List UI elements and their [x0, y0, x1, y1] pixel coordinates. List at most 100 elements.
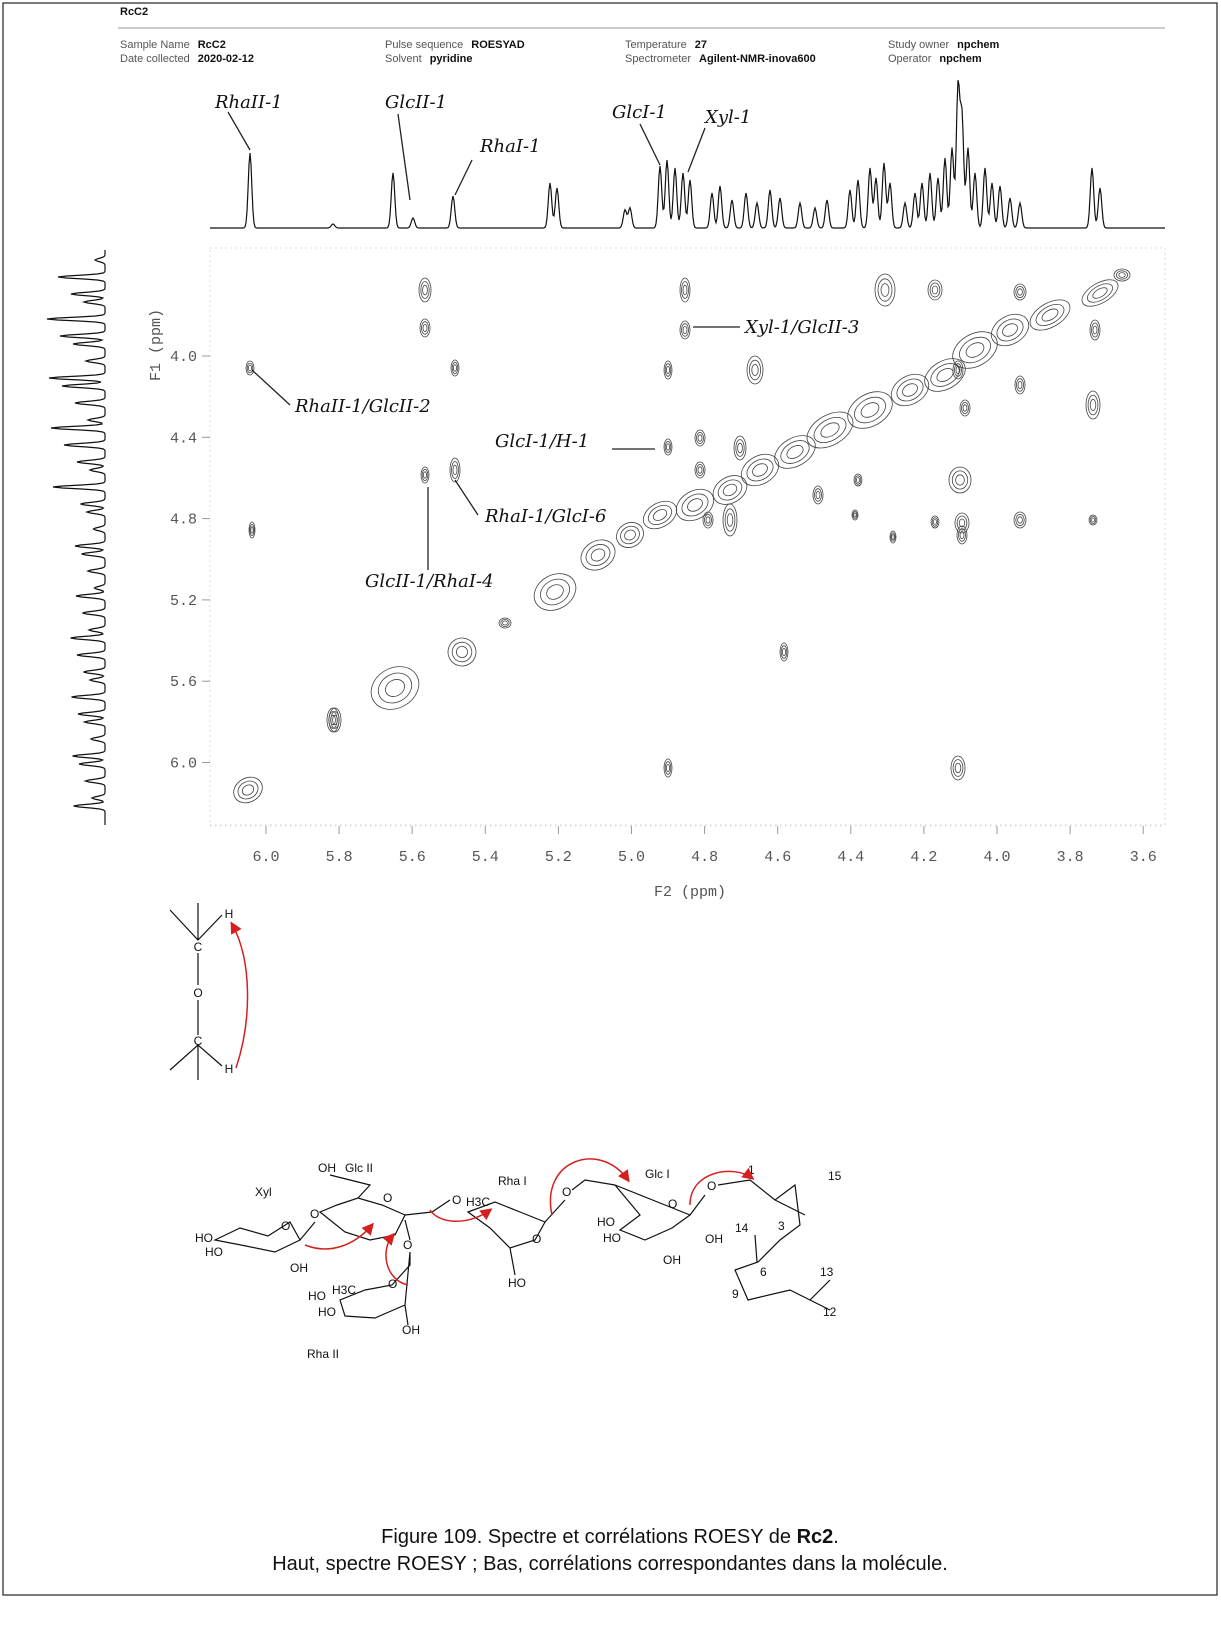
contour — [733, 435, 747, 461]
contour — [954, 512, 970, 534]
contour — [774, 435, 816, 469]
peak-label: GlcI-1 — [612, 102, 667, 123]
atom-label: HO — [508, 1276, 526, 1290]
atom-label: O — [562, 1185, 571, 1199]
residue-label: Glc I — [645, 1167, 670, 1181]
contour — [420, 466, 430, 484]
contour — [370, 666, 420, 710]
contour — [955, 365, 961, 374]
contour — [248, 521, 256, 539]
contour — [456, 646, 469, 659]
contour — [666, 365, 671, 374]
contour — [874, 273, 896, 307]
contour — [890, 373, 930, 407]
contour — [620, 525, 640, 545]
header-title: RcC2 — [120, 6, 148, 18]
cross-peak-label: Xyl-1/GlcII-3 — [743, 317, 859, 338]
contour — [679, 320, 691, 340]
contour — [746, 355, 764, 385]
contour — [930, 363, 960, 387]
x-axis-label: F2 (ppm) — [654, 884, 726, 901]
contour — [1086, 283, 1114, 303]
contour — [241, 784, 255, 796]
contour — [682, 284, 688, 296]
contour — [948, 466, 972, 494]
contour — [952, 360, 964, 380]
contour — [958, 518, 966, 528]
contour — [533, 573, 577, 611]
contour — [664, 363, 672, 377]
contour — [847, 391, 893, 429]
contour — [951, 470, 969, 490]
contour — [1088, 514, 1098, 526]
contour — [247, 364, 252, 372]
contour — [954, 762, 962, 774]
field-value: RcC2 — [198, 39, 226, 51]
contour — [782, 648, 787, 657]
contour — [666, 764, 671, 773]
x-tick-label: 5.6 — [399, 849, 426, 866]
atom-label: HO — [195, 1231, 213, 1245]
contour — [853, 512, 857, 518]
contour — [664, 761, 672, 775]
contour — [954, 363, 962, 377]
contour — [1116, 270, 1129, 280]
atom-label: OH — [290, 1261, 308, 1275]
leader-line — [454, 159, 473, 196]
cross-peak-label: GlcI-1/H-1 — [495, 431, 589, 452]
header-fields: Sample Name RcC2 Date collected 2020-02-12 P… — [120, 39, 1000, 65]
field-label: Spectrometer — [625, 53, 691, 65]
contour — [722, 483, 738, 497]
contour — [697, 466, 703, 474]
x-tick-label: 4.4 — [837, 849, 864, 866]
left-trace — [46, 250, 106, 825]
contour — [1091, 517, 1096, 523]
contour — [749, 359, 762, 381]
contour — [694, 461, 706, 479]
caption-text: . — [833, 1526, 839, 1548]
contour — [860, 402, 880, 418]
contour — [722, 503, 738, 537]
contour — [447, 637, 477, 667]
contour — [780, 645, 788, 659]
cross-peak-label: RhaI-1/GlcI-6 — [484, 506, 606, 527]
caption-line: Figure 109. Spectre et corrélations ROES… — [381, 1526, 839, 1548]
header-field: Temperature 27 — [625, 39, 707, 51]
contour — [877, 278, 893, 302]
atom-label: O — [193, 986, 202, 1000]
contour — [663, 360, 673, 380]
contour — [929, 282, 941, 298]
contour — [1015, 514, 1025, 527]
contour — [580, 539, 616, 571]
contour — [249, 524, 255, 537]
contour — [419, 318, 431, 338]
y-axis-label: F1 (ppm) — [148, 309, 165, 381]
contour — [751, 363, 759, 376]
contour — [933, 519, 938, 525]
contour — [1035, 304, 1065, 326]
contour — [590, 548, 606, 562]
cross-peak-label: GlcII-1/RhaI-4 — [365, 571, 494, 592]
atom-label: 14 — [735, 1221, 749, 1235]
contour — [958, 528, 966, 542]
contour — [422, 471, 427, 479]
contour — [418, 277, 432, 303]
atom-label: HO — [205, 1245, 223, 1259]
y-tick-label: 4.8 — [170, 512, 197, 529]
contour — [959, 336, 991, 364]
contour — [956, 515, 968, 531]
leader-line — [397, 113, 411, 201]
contour — [813, 416, 847, 444]
atom-label: HO — [597, 1215, 615, 1229]
y-tick-label: 4.4 — [170, 430, 197, 447]
atom-label: H — [225, 907, 234, 921]
contour — [647, 504, 673, 526]
caption-bold: Rc2 — [797, 1526, 834, 1548]
contour — [890, 532, 896, 542]
contour — [332, 714, 338, 726]
contour — [546, 584, 564, 600]
x-tick-label: 4.0 — [983, 849, 1010, 866]
contour — [1085, 390, 1101, 420]
atom-label: O — [383, 1191, 392, 1205]
contour — [377, 672, 413, 704]
